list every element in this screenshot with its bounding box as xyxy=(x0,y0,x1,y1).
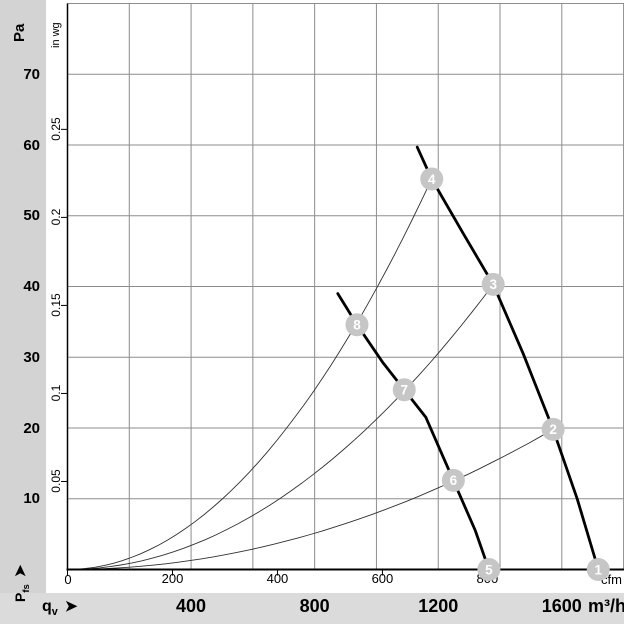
m3h-tick-label-800: 800 xyxy=(299,596,330,616)
operating-point-marker-7 xyxy=(392,378,416,402)
operating-point-marker-6 xyxy=(441,468,465,492)
right-arrow-icon: ➤ xyxy=(64,598,78,615)
cfm-tick-label-600: 600 xyxy=(371,571,394,586)
pa-tick-label-70: 70 xyxy=(23,65,40,83)
operating-point-number-1: 1 xyxy=(594,562,602,577)
operating-point-number-4: 4 xyxy=(428,172,436,187)
x-axis-zero-label: 0 xyxy=(64,572,72,587)
left-axis-gutter xyxy=(0,0,46,593)
operating-point-marker-1 xyxy=(586,558,610,581)
cfm-tick-label-400: 400 xyxy=(266,571,289,586)
m3h-tick-label-400: 400 xyxy=(176,596,207,616)
operating-point-number-5: 5 xyxy=(485,562,493,577)
pa-tick-label-40: 40 xyxy=(23,278,40,295)
system-curve-through-3-7 xyxy=(67,284,494,570)
operating-point-number-6: 6 xyxy=(450,473,458,488)
pa-tick-label-60: 60 xyxy=(23,136,40,154)
operating-point-number-7: 7 xyxy=(400,383,408,398)
operating-point-number-2: 2 xyxy=(549,422,557,437)
fan-curve-high-speed xyxy=(415,145,600,571)
operating-point-marker-2 xyxy=(541,417,565,441)
operating-point-number-8: 8 xyxy=(353,318,361,333)
pa-tick-label-10: 10 xyxy=(23,490,40,508)
x-axis-quantity-label: qv ➤ xyxy=(42,597,77,618)
operating-point-marker-8 xyxy=(345,313,369,337)
pa-tick-label-30: 30 xyxy=(23,348,40,366)
operating-point-marker-4 xyxy=(420,167,444,191)
qv-symbol: q xyxy=(42,598,52,615)
operating-point-marker-5 xyxy=(477,558,501,581)
m3h-tick-label-1200: 1200 xyxy=(418,596,459,616)
operating-point-number-3: 3 xyxy=(489,277,497,292)
pa-tick-label-20: 20 xyxy=(23,419,40,437)
m3h-tick-label-1600: 1600 xyxy=(541,596,582,616)
system-curve-through-2-6 xyxy=(67,429,554,570)
pa-tick-label-50: 50 xyxy=(23,207,40,225)
plot-background xyxy=(46,0,624,593)
qv-subscript: v xyxy=(51,606,58,619)
cfm-tick-label-200: 200 xyxy=(161,571,184,586)
operating-point-marker-3 xyxy=(481,272,505,296)
x-axis-m3h-unit-label: m³/h xyxy=(588,596,624,616)
system-curve-through-4-8 xyxy=(67,178,433,570)
